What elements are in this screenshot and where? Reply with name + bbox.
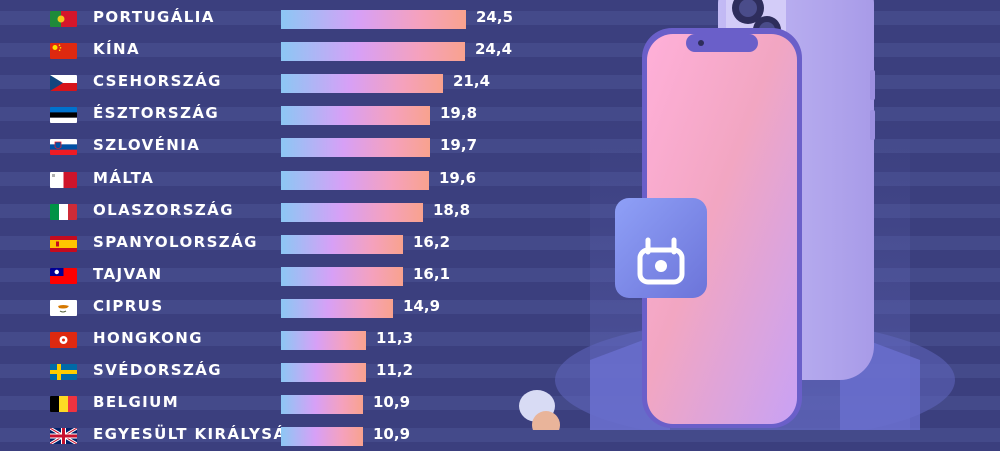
bar-row: SPANYOLORSZÁG 16,2 xyxy=(0,227,600,259)
app-tile-icon xyxy=(615,198,707,298)
category-label: SVÉDORSZÁG xyxy=(93,361,223,380)
bar-row: CSEHORSZÁG 21,4 xyxy=(0,66,600,98)
flag-czechia-icon xyxy=(50,75,77,92)
bar-row: MÁLTA 19,6 xyxy=(0,163,600,195)
flag-sweden-icon xyxy=(50,364,77,381)
bar-row: TAJVAN 16,1 xyxy=(0,259,600,291)
bar xyxy=(281,106,430,126)
category-label: EGYESÜLT KIRÁLYSÁG xyxy=(93,425,301,444)
category-label: SPANYOLORSZÁG xyxy=(93,232,258,251)
flag-spain-icon xyxy=(50,235,77,252)
value-label: 21,4 xyxy=(453,72,491,91)
bar xyxy=(281,266,403,286)
bar xyxy=(281,74,443,94)
value-label: 14,9 xyxy=(403,296,441,315)
bar xyxy=(281,395,363,415)
value-label: 16,1 xyxy=(413,264,451,283)
bar-row: HONGKONG 11,3 xyxy=(0,323,600,355)
bar xyxy=(281,298,393,318)
flag-china-icon xyxy=(50,43,77,60)
bar xyxy=(281,170,429,190)
value-label: 19,8 xyxy=(440,104,478,123)
category-label: CIPRUS xyxy=(93,296,164,315)
value-label: 11,3 xyxy=(376,329,414,347)
bar-row: ÉSZTORSZÁG 19,8 xyxy=(0,98,600,130)
smartphone-illustration xyxy=(519,0,955,430)
value-label: 24,4 xyxy=(475,40,513,59)
flag-uk-icon xyxy=(50,428,77,445)
category-label: PORTUGÁLIA xyxy=(93,8,215,26)
bar-row: PORTUGÁLIA 24,5 xyxy=(0,2,600,34)
bar-row: CIPRUS 14,9 xyxy=(0,291,600,323)
category-label: MÁLTA xyxy=(93,168,155,187)
bar-row: BELGIUM 10,9 xyxy=(0,387,600,419)
value-label: 18,8 xyxy=(433,200,471,219)
bar xyxy=(281,363,366,383)
flag-belgium-icon xyxy=(50,396,77,413)
person-figure xyxy=(519,390,560,430)
bar xyxy=(281,234,403,254)
value-label: 19,6 xyxy=(439,168,477,187)
bar xyxy=(281,427,363,447)
category-label: ÉSZTORSZÁG xyxy=(93,104,220,123)
category-label: BELGIUM xyxy=(93,393,180,412)
category-label: OLASZORSZÁG xyxy=(93,200,234,219)
phone-front xyxy=(642,28,802,428)
bar-row: KÍNA 24,4 xyxy=(0,34,600,66)
value-label: 10,9 xyxy=(373,425,411,444)
category-label: KÍNA xyxy=(93,40,140,59)
category-label: HONGKONG xyxy=(93,329,203,347)
value-label: 24,5 xyxy=(476,8,514,26)
bar xyxy=(281,202,423,222)
bar xyxy=(281,10,466,29)
value-label: 11,2 xyxy=(376,361,414,380)
category-label: CSEHORSZÁG xyxy=(93,72,222,91)
value-label: 16,2 xyxy=(413,232,451,251)
bar xyxy=(281,331,366,350)
flag-italy-icon xyxy=(50,203,77,220)
flag-hongkong-icon xyxy=(50,332,77,348)
flag-malta-icon xyxy=(50,171,77,188)
bar xyxy=(281,42,465,62)
value-label: 10,9 xyxy=(373,393,411,412)
flag-portugal-icon xyxy=(50,11,77,27)
flag-cyprus-icon xyxy=(50,299,77,316)
flag-estonia-icon xyxy=(50,107,77,124)
bar-row: SZLOVÉNIA 19,7 xyxy=(0,130,600,162)
flag-slovenia-icon xyxy=(50,139,77,156)
flag-taiwan-icon xyxy=(50,267,77,284)
category-label: TAJVAN xyxy=(93,264,163,283)
bar-row: OLASZORSZÁG 18,8 xyxy=(0,195,600,227)
category-label: SZLOVÉNIA xyxy=(93,136,201,155)
bar-row: SVÉDORSZÁG 11,2 xyxy=(0,355,600,387)
value-label: 19,7 xyxy=(440,136,478,155)
bar xyxy=(281,138,430,158)
